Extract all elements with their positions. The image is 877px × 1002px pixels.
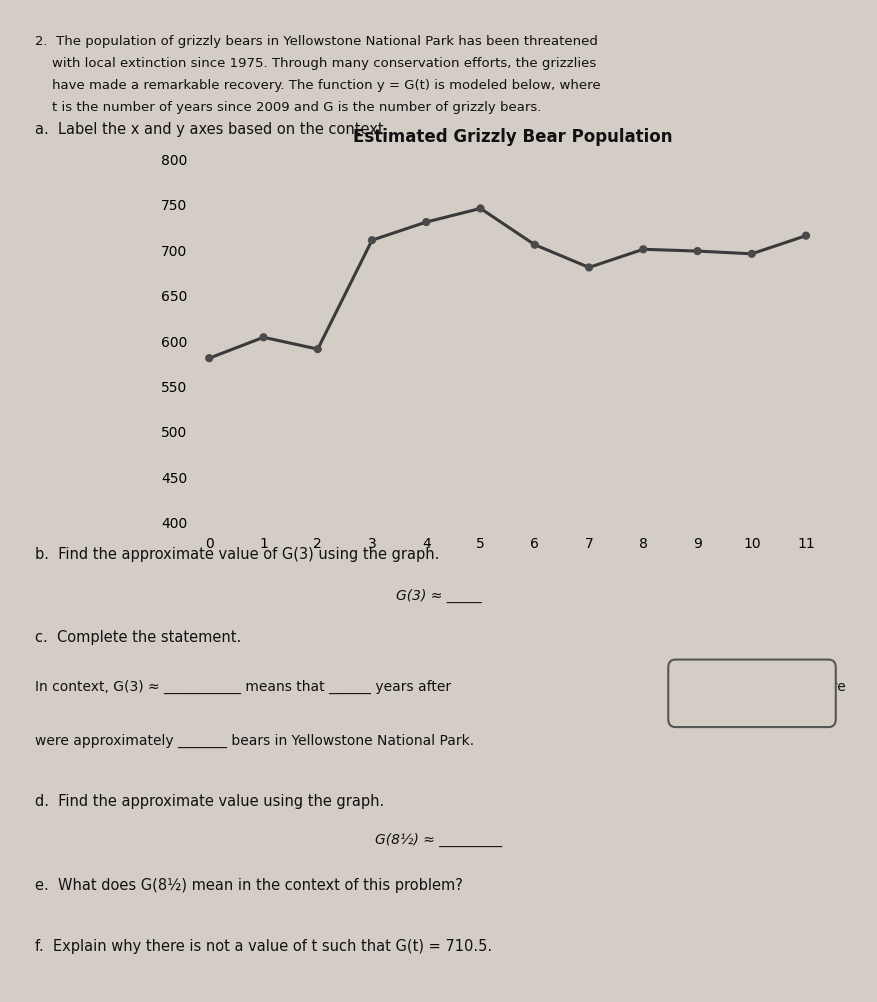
Point [419,214,433,230]
Text: with local extinction since 1975. Through many conservation efforts, the grizzli: with local extinction since 1975. Throug… [35,57,596,70]
Text: there: there [809,679,846,693]
Text: c.  Complete the statement.: c. Complete the statement. [35,630,241,645]
Point [799,228,813,244]
Point [365,232,379,248]
Text: f.  Explain why there is not a value of t such that G(t) = 710.5.: f. Explain why there is not a value of t… [35,938,492,953]
Text: a.  Label the x and y axes based on the context.: a. Label the x and y axes based on the c… [35,122,389,137]
Text: were approximately _______ bears in Yellowstone National Park.: were approximately _______ bears in Yell… [35,732,474,746]
Text: G(3) ≈ _____: G(3) ≈ _____ [396,588,481,602]
Text: e.  What does G(8½) mean in the context of this problem?: e. What does G(8½) mean in the context o… [35,878,463,893]
Point [745,246,759,263]
Point [203,351,217,367]
Point [256,330,270,346]
Text: d.  Find the approximate value using the graph.: d. Find the approximate value using the … [35,794,384,809]
Point [310,342,324,358]
Point [690,243,704,260]
Text: In context, G(3) ≈ ___________ means that ______ years after: In context, G(3) ≈ ___________ means tha… [35,679,451,693]
Point [636,242,650,259]
Point [528,237,542,254]
Text: G(8½) ≈ _________: G(8½) ≈ _________ [374,832,503,846]
Text: o 1975,: o 1975, [684,681,734,694]
Point [474,201,488,217]
Text: 2.  The population of grizzly bears in Yellowstone National Park has been threat: 2. The population of grizzly bears in Ye… [35,35,598,48]
Text: o 2009,: o 2009, [684,704,734,717]
Text: b.  Find the approximate value of G(3) using the graph.: b. Find the approximate value of G(3) us… [35,546,439,561]
Text: t is the number of years since 2009 and G is the number of grizzly bears.: t is the number of years since 2009 and … [35,101,541,114]
Point [582,261,596,277]
Text: have made a remarkable recovery. The function y = G(t) is modeled below, where: have made a remarkable recovery. The fun… [35,79,601,92]
Title: Estimated Grizzly Bear Population: Estimated Grizzly Bear Population [353,128,673,146]
